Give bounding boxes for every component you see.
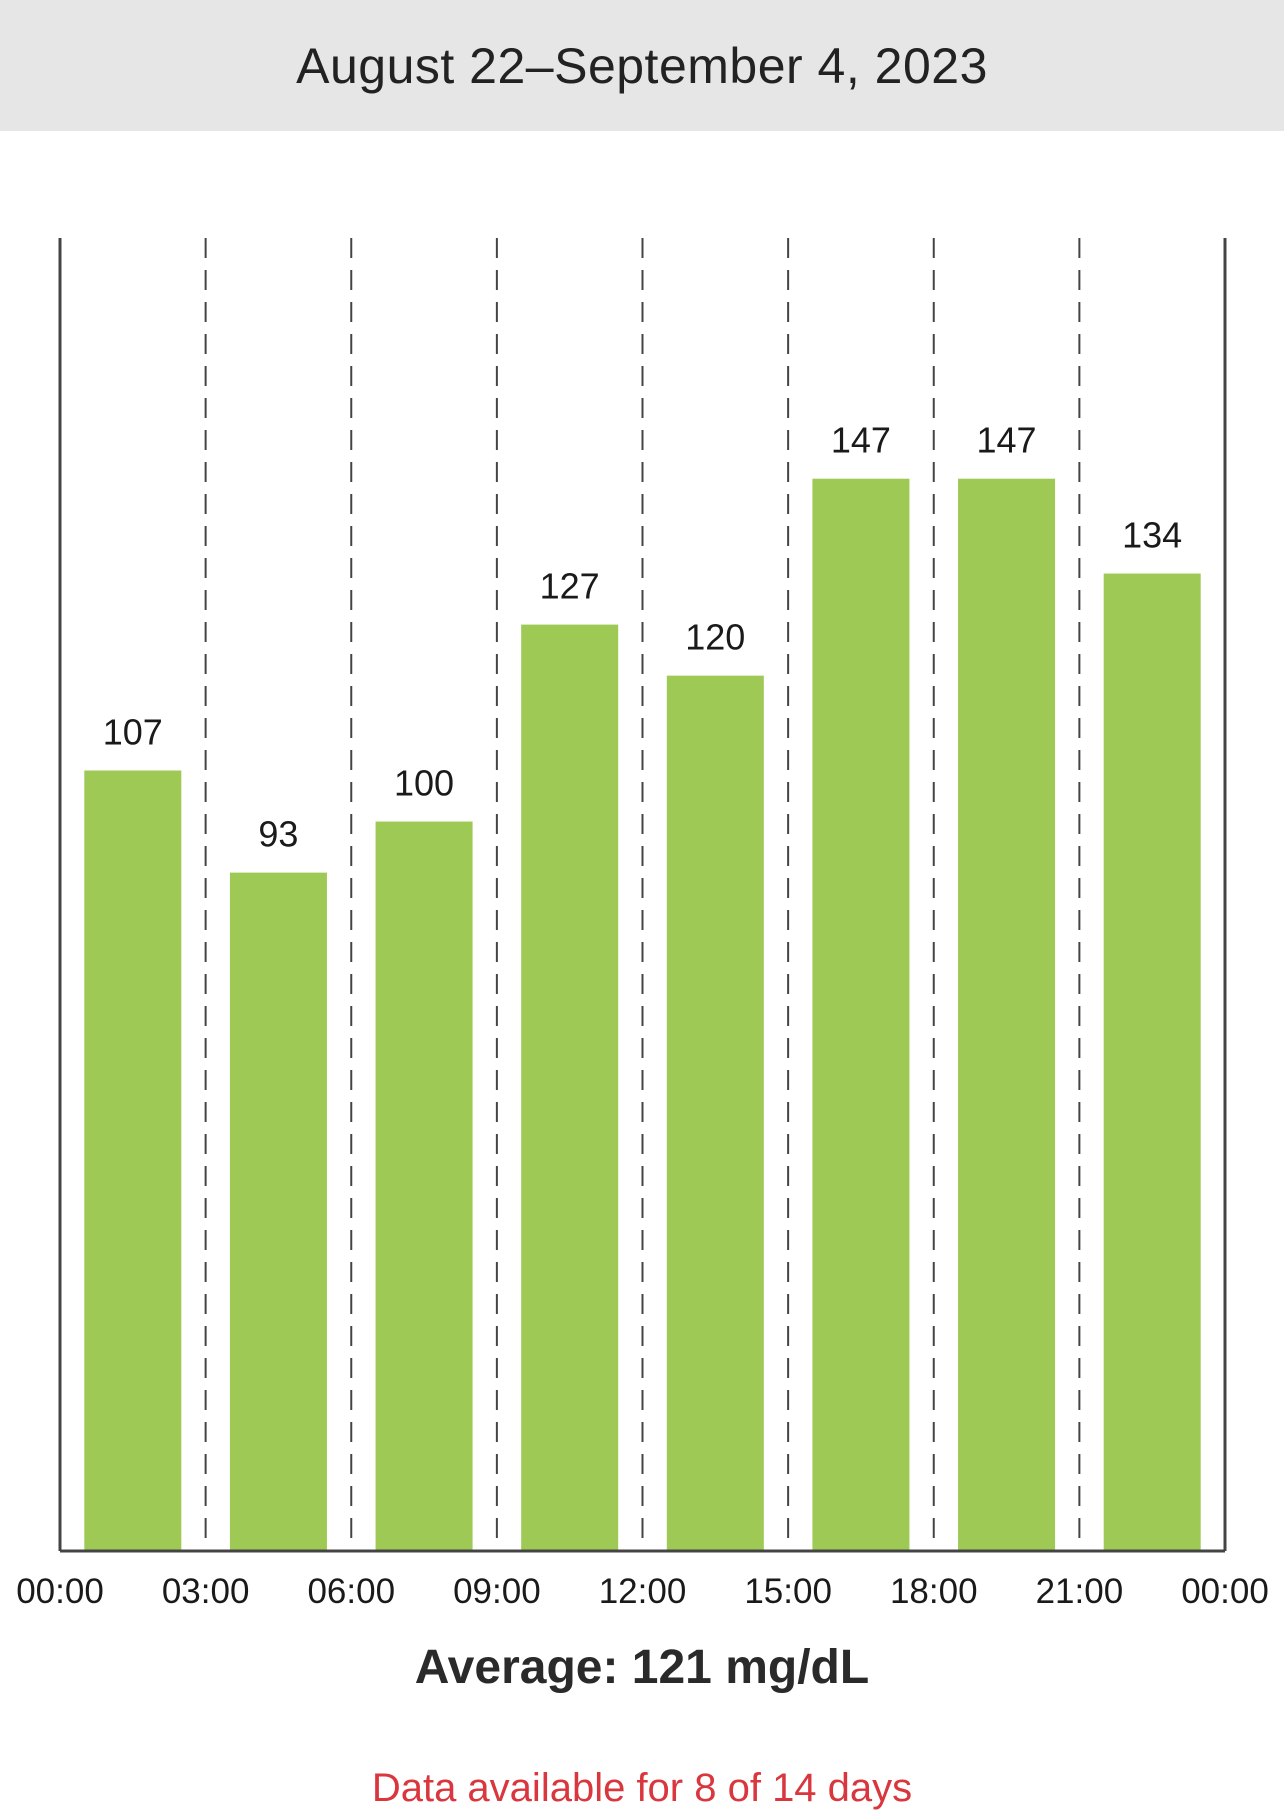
bar <box>229 872 327 1551</box>
x-tick-label: 00:00 <box>16 1572 104 1611</box>
average-glucose-text: Average: 121 mg/dL <box>414 1641 870 1694</box>
x-tick-label: 21:00 <box>1036 1572 1124 1611</box>
data-label: 127 <box>540 566 600 607</box>
data-label: 100 <box>394 763 454 804</box>
date-range-header: August 22–September 4, 2023 <box>0 0 1284 131</box>
bar <box>521 624 619 1551</box>
x-tick-label: 18:00 <box>890 1572 978 1611</box>
bar <box>958 478 1056 1551</box>
x-tick-label: 15:00 <box>744 1572 832 1611</box>
data-label: 107 <box>103 711 163 752</box>
bar <box>1103 573 1201 1551</box>
data-availability-text: Data available for 8 of 14 days <box>371 1766 913 1810</box>
x-tick-label: 06:00 <box>307 1572 395 1611</box>
x-tick-label: 00:00 <box>1181 1572 1269 1611</box>
bar <box>375 821 473 1551</box>
data-label: 147 <box>831 420 891 461</box>
data-label: 147 <box>977 420 1037 461</box>
data-label: 93 <box>258 814 298 855</box>
average-glucose-bar-chart: 107 93 100 127 120 147 147 134 00:00 03:00 06:00 09… <box>16 238 1269 1611</box>
bar <box>84 770 182 1551</box>
date-range-title: August 22–September 4, 2023 <box>296 37 988 94</box>
data-label: 134 <box>1122 515 1182 556</box>
x-tick-label: 03:00 <box>162 1572 250 1611</box>
bar <box>666 675 764 1551</box>
x-tick-label: 12:00 <box>599 1572 687 1611</box>
data-label: 120 <box>685 617 745 658</box>
bar <box>812 478 910 1551</box>
x-tick-label: 09:00 <box>453 1572 541 1611</box>
